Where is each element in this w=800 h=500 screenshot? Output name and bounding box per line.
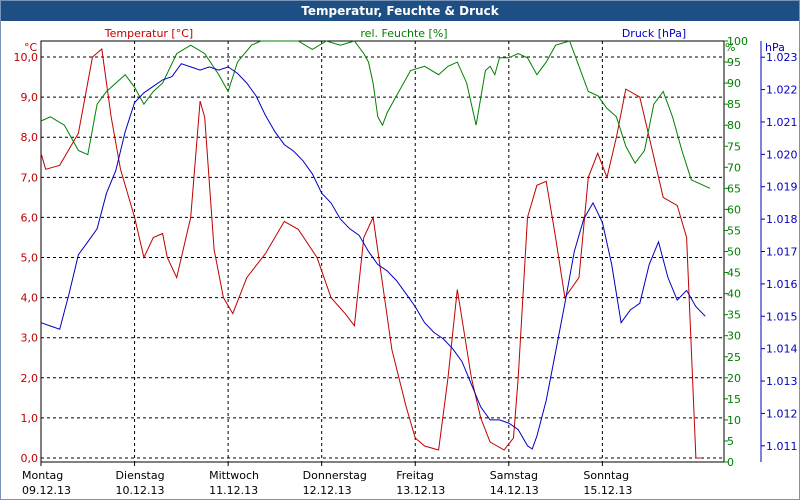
temperature-tick-label: 3,0 [21,332,39,345]
humidity-tick-label: 60 [727,203,741,216]
x-date-label: 12.12.13 [303,484,352,497]
humidity-tick-label: 30 [727,330,741,343]
temperature-tick-label: 7,0 [21,171,39,184]
humidity-axis-label: rel. Feuchte [%] [360,27,447,40]
humidity-tick-label: 40 [727,288,741,301]
x-day-label: Freitag [396,469,434,482]
humidity-tick-label: 45 [727,267,741,280]
temperature-axis-label: Temperatur [°C] [104,27,193,40]
humidity-tick-label: 70 [727,161,741,174]
humidity-tick-label: 80 [727,119,741,132]
x-date-label: 14.12.13 [490,484,539,497]
x-date-label: 10.12.13 [116,484,165,497]
humidity-tick-label: 20 [727,372,741,385]
humidity-unit: % [725,41,735,54]
pressure-series-line [40,63,706,450]
pressure-tick-label: 1.014 [766,343,798,356]
humidity-tick-label: 90 [727,77,741,90]
x-day-label: Mittwoch [209,469,259,482]
x-date-label: 11.12.13 [209,484,258,497]
pressure-tick-label: 1.016 [766,278,798,291]
humidity-tick-label: 50 [727,246,741,259]
pressure-tick-label: 1.015 [766,310,798,323]
humidity-series-line [40,40,711,189]
pressure-tick-label: 1.022 [766,84,798,97]
humidity-tick-label: 5 [727,435,734,448]
x-day-label: Montag [22,469,63,482]
x-date-label: 15.12.13 [583,484,632,497]
humidity-tick-label: 85 [727,98,741,111]
pressure-tick-label: 1.018 [766,213,798,226]
humidity-tick-label: 65 [727,182,741,195]
pressure-tick-label: 1.021 [766,116,798,129]
humidity-tick-label: 10 [727,414,741,427]
temperature-unit: °C [24,41,38,54]
temperature-tick-label: 8,0 [21,131,39,144]
pressure-tick-label: 1.011 [766,440,798,453]
humidity-tick-label: 75 [727,140,741,153]
x-day-label: Samstag [490,469,538,482]
temperature-tick-label: 1,0 [21,412,39,425]
pressure-tick-label: 1.020 [766,148,798,161]
pressure-tick-label: 1.017 [766,246,798,259]
pressure-axis-label: Druck [hPa] [622,27,686,40]
humidity-tick-label: 35 [727,309,741,322]
temperature-tick-label: 10,0 [14,51,39,64]
pressure-unit: hPa [765,41,785,54]
humidity-tick-label: 100 [727,35,748,48]
x-date-label: 09.12.13 [22,484,71,497]
chart-title: Temperatur, Feuchte & Druck [1,1,799,21]
x-day-label: Sonntag [583,469,629,482]
temperature-tick-label: 9,0 [21,91,39,104]
humidity-tick-label: 95 [727,56,741,69]
temperature-tick-label: 6,0 [21,211,39,224]
temperature-series-line [40,48,701,459]
temperature-tick-label: 2,0 [21,372,39,385]
x-date-label: 13.12.13 [396,484,445,497]
x-day-label: Donnerstag [303,469,367,482]
temperature-tick-label: 4,0 [21,292,39,305]
humidity-tick-label: 25 [727,351,741,364]
pressure-tick-label: 1.013 [766,375,798,388]
pressure-tick-label: 1.019 [766,181,798,194]
x-day-label: Dienstag [116,469,165,482]
temperature-tick-label: 5,0 [21,252,39,265]
pressure-tick-label: 1.012 [766,407,798,420]
humidity-tick-label: 0 [727,456,734,469]
temperature-tick-label: 0,0 [21,452,39,465]
pressure-tick-label: 1.023 [766,51,798,64]
humidity-tick-label: 15 [727,393,741,406]
humidity-tick-label: 55 [727,224,741,237]
